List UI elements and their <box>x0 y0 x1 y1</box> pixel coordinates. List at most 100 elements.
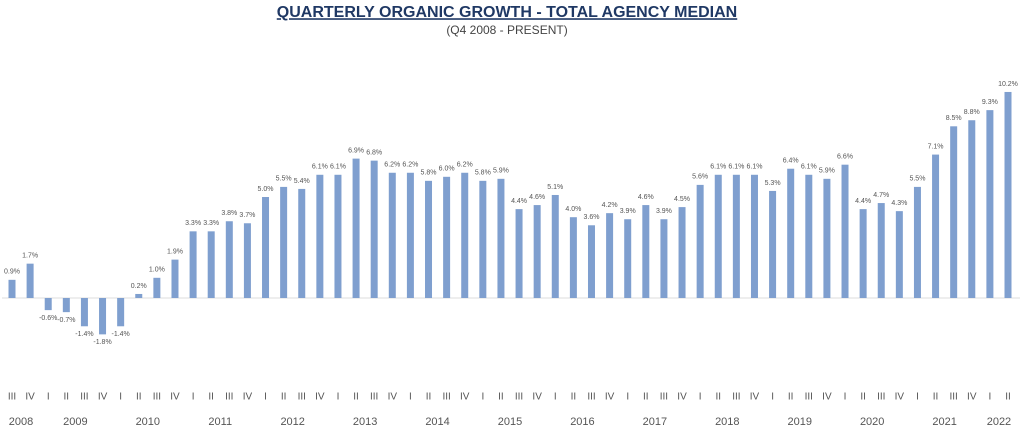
value-label: 6.0% <box>439 166 455 173</box>
chart-subtitle: (Q4 2008 - PRESENT) <box>446 23 567 37</box>
year-label: 2016 <box>570 416 594 428</box>
value-label: 5.0% <box>258 186 274 193</box>
x-tick-label: IV <box>388 392 398 403</box>
year-label: 2012 <box>280 416 304 428</box>
bar <box>1004 91 1012 299</box>
bar <box>569 217 577 298</box>
x-tick-label: III <box>732 392 740 403</box>
value-label: 5.9% <box>493 168 509 175</box>
bar <box>660 219 668 298</box>
x-tick-label: III <box>950 392 958 403</box>
bar <box>207 231 215 298</box>
value-label: 4.3% <box>891 200 907 207</box>
value-label: 6.1% <box>312 164 328 171</box>
year-label: 2014 <box>425 416 449 428</box>
bar <box>750 174 758 298</box>
x-tick-label: IV <box>460 392 470 403</box>
x-tick-label: III <box>877 392 885 403</box>
x-tick-label: II <box>136 392 142 403</box>
x-tick-label: III <box>225 392 233 403</box>
x-tick-label: I <box>771 392 774 403</box>
x-tick-label: I <box>989 392 992 403</box>
value-label: 3.9% <box>620 208 636 215</box>
x-tick-label: II <box>426 392 432 403</box>
value-label: 3.3% <box>203 220 219 227</box>
x-tick-label: I <box>264 392 267 403</box>
x-tick-label: II <box>860 392 866 403</box>
bar <box>461 172 469 298</box>
x-tick-label: II <box>643 392 649 403</box>
bar <box>44 298 52 311</box>
value-label: 6.4% <box>783 158 799 165</box>
value-label: 1.9% <box>167 248 183 255</box>
bar <box>859 209 867 298</box>
value-label: 3.7% <box>239 212 255 219</box>
value-label: 8.8% <box>964 109 980 116</box>
bar <box>8 279 16 298</box>
year-label: 2017 <box>643 416 667 428</box>
value-label: -1.8% <box>93 339 111 346</box>
chart-title: QUARTERLY ORGANIC GROWTH - TOTAL AGENCY … <box>277 4 737 21</box>
value-label: 5.1% <box>547 184 563 191</box>
x-tick-label: I <box>337 392 340 403</box>
x-tick-label: I <box>844 392 847 403</box>
value-label: 6.6% <box>837 154 853 161</box>
x-tick-label: IV <box>170 392 180 403</box>
x-tick-label: I <box>119 392 122 403</box>
value-label: 7.1% <box>928 143 944 150</box>
value-label: 5.5% <box>909 176 925 183</box>
x-tick-label: III <box>587 392 595 403</box>
bar <box>117 298 125 327</box>
bar <box>950 126 958 298</box>
x-tick-label: IV <box>750 392 760 403</box>
value-label: 6.2% <box>402 162 418 169</box>
x-tick-label: I <box>699 392 702 403</box>
year-label: 2009 <box>63 416 87 428</box>
bar <box>587 225 595 298</box>
x-tick-label: III <box>805 392 813 403</box>
x-tick-label: I <box>481 392 484 403</box>
x-tick-label: II <box>571 392 577 403</box>
x-tick-label: I <box>554 392 557 403</box>
value-label: 4.0% <box>565 206 581 213</box>
bar <box>153 277 161 298</box>
bar <box>352 158 360 298</box>
bar <box>732 174 740 298</box>
x-tick-label: III <box>442 392 450 403</box>
bar <box>26 263 34 298</box>
year-label: 2013 <box>353 416 377 428</box>
bar <box>787 168 795 298</box>
year-label: 2022 <box>987 416 1011 428</box>
value-label: 4.7% <box>873 192 889 199</box>
bar <box>298 188 306 298</box>
x-tick-label: III <box>515 392 523 403</box>
bar <box>334 174 342 298</box>
value-label: 0.9% <box>4 269 20 276</box>
bar <box>913 186 921 298</box>
x-tick-label: II <box>788 392 794 403</box>
value-label: 3.3% <box>185 220 201 227</box>
bar <box>606 213 614 298</box>
x-tick-label: I <box>409 392 412 403</box>
value-label: 4.2% <box>602 202 618 209</box>
year-label: 2021 <box>932 416 956 428</box>
value-label: 6.2% <box>384 162 400 169</box>
x-tick-label: III <box>8 392 16 403</box>
bar <box>406 172 414 298</box>
bar <box>370 160 378 298</box>
value-label: 6.1% <box>746 164 762 171</box>
year-label: 2018 <box>715 416 739 428</box>
bar <box>932 154 940 298</box>
bar <box>135 293 143 298</box>
x-tick-label: II <box>353 392 359 403</box>
x-tick-label: I <box>47 392 50 403</box>
bar <box>443 176 451 298</box>
x-tick-label: II <box>208 392 214 403</box>
value-label: 6.8% <box>366 149 382 156</box>
value-label: 0.2% <box>131 283 147 290</box>
x-tick-label: II <box>933 392 939 403</box>
year-label: 2010 <box>136 416 160 428</box>
x-tick-label: I <box>916 392 919 403</box>
value-label: 6.1% <box>330 164 346 171</box>
